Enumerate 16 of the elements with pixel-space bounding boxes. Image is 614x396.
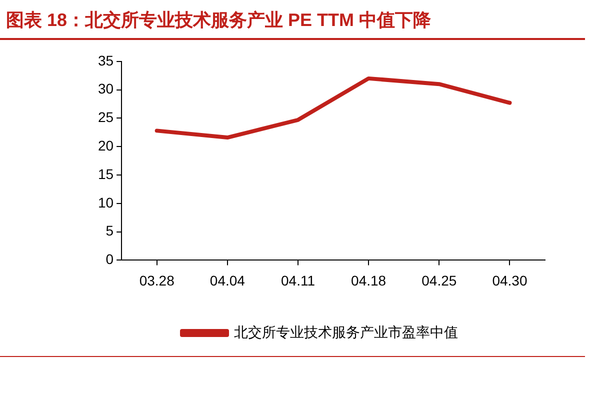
y-tick-label: 30	[98, 80, 114, 97]
x-tick-label: 04.25	[422, 272, 457, 288]
legend-label: 北交所专业技术服务产业市盈率中值	[234, 324, 458, 340]
y-tick-label: 35	[98, 52, 114, 68]
x-tick-label: 03.28	[139, 272, 175, 288]
x-tick-label: 04.30	[492, 272, 528, 288]
chart-title: 图表 18：北交所专业技术服务产业 PE TTM 中值下降	[6, 9, 432, 32]
y-tick-label: 25	[98, 109, 114, 126]
x-tick-label: 04.18	[351, 272, 386, 288]
y-tick-label: 20	[98, 137, 114, 154]
y-tick-label: 15	[98, 166, 114, 182]
x-tick-label: 04.04	[210, 272, 246, 288]
x-tick-label: 04.11	[281, 272, 316, 288]
y-tick-label: 10	[98, 194, 114, 210]
y-tick-label: 5	[106, 222, 114, 239]
y-tick-label: 0	[106, 251, 114, 268]
